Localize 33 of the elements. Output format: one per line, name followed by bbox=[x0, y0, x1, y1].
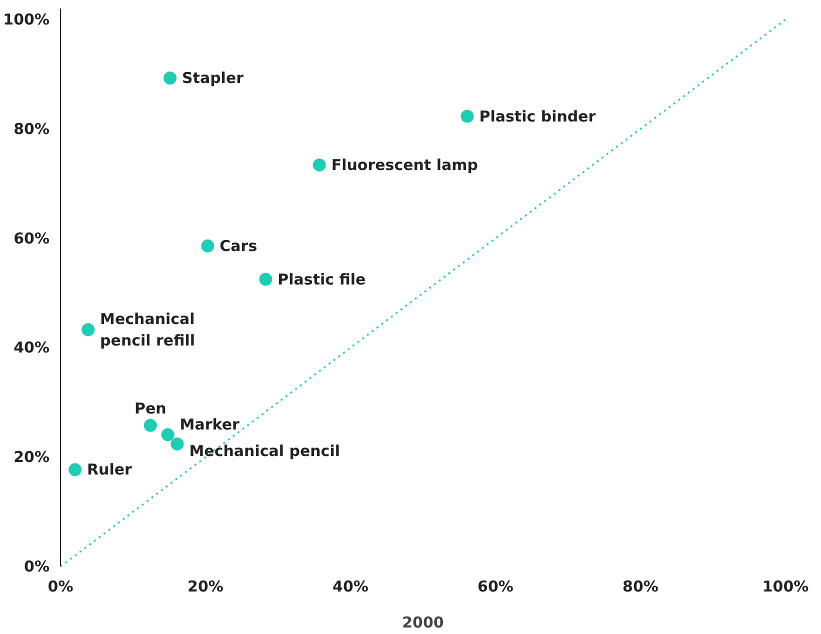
y-tick-label: 100% bbox=[3, 10, 50, 28]
y-tick-label: 80% bbox=[14, 120, 50, 138]
x-tick-label: 0% bbox=[48, 578, 74, 596]
x-tick-label: 20% bbox=[188, 578, 224, 596]
annotation: Cars bbox=[220, 236, 258, 255]
point bbox=[82, 323, 95, 336]
y-tick-label: 0% bbox=[24, 558, 50, 576]
x-tick-label: 100% bbox=[762, 578, 809, 596]
annotation: Plastic file bbox=[278, 270, 366, 288]
point bbox=[201, 239, 214, 252]
annotation: Marker bbox=[180, 416, 240, 434]
point bbox=[163, 71, 176, 84]
y-tick-label: 20% bbox=[14, 448, 50, 466]
annotation: Fluorescent lamp bbox=[331, 156, 478, 174]
x-tick-label: 60% bbox=[478, 578, 514, 596]
point bbox=[68, 463, 82, 476]
annotation: Pen bbox=[134, 399, 166, 418]
point bbox=[460, 110, 474, 123]
point bbox=[170, 437, 184, 450]
annotation: Stapler bbox=[182, 68, 244, 87]
point bbox=[144, 418, 157, 432]
annotation: Mechanical pencil bbox=[189, 442, 340, 460]
x-axis-title: 2000 bbox=[402, 614, 444, 632]
x-tick-label: 80% bbox=[622, 578, 658, 596]
annotation: Plastic binder bbox=[479, 107, 596, 126]
y-tick-label: 60% bbox=[14, 229, 50, 248]
y-tick-label: 40% bbox=[14, 338, 50, 357]
annotation: Ruler bbox=[87, 460, 133, 479]
point bbox=[161, 428, 174, 442]
annotation: Mechanical pencil refill bbox=[100, 310, 196, 350]
x-tick-label: 40% bbox=[332, 578, 368, 596]
point bbox=[259, 272, 272, 286]
point bbox=[312, 158, 326, 172]
